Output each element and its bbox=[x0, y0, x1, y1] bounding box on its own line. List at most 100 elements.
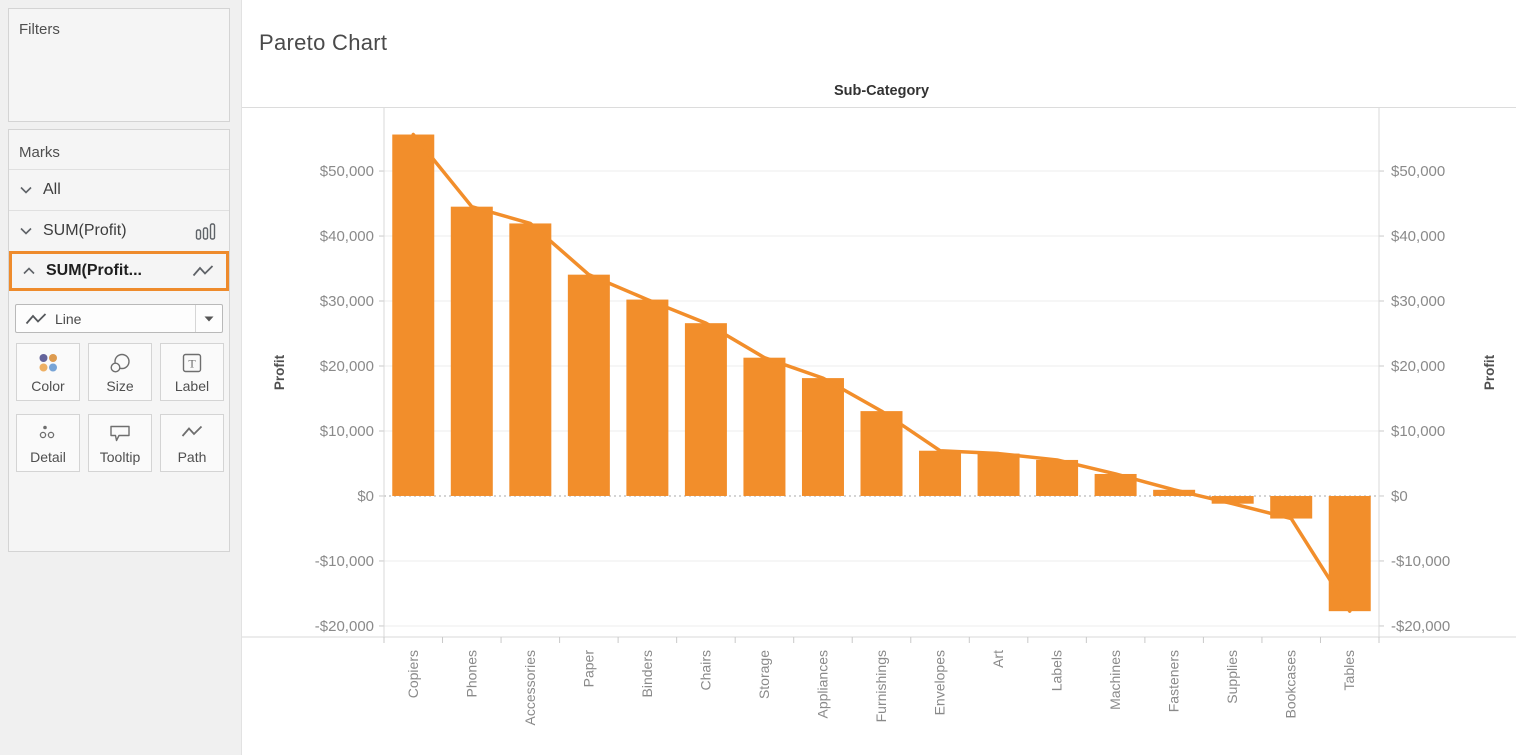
y-tick-label-right: $10,000 bbox=[1391, 423, 1445, 440]
y-tick-label-right: $40,000 bbox=[1391, 228, 1445, 245]
marks-row-sum-profit-bar[interactable]: SUM(Profit) bbox=[9, 211, 229, 251]
bar-copiers[interactable] bbox=[392, 134, 435, 496]
bar-envelopes[interactable] bbox=[919, 450, 962, 496]
x-category-label[interactable]: Supplies bbox=[1224, 650, 1240, 704]
x-category-label[interactable]: Art bbox=[990, 650, 1006, 668]
bar-accessories[interactable] bbox=[509, 223, 552, 496]
divider bbox=[195, 305, 196, 332]
x-category-label[interactable]: Copiers bbox=[405, 650, 421, 698]
profit-line[interactable] bbox=[411, 132, 1352, 613]
marks-row-all[interactable]: All bbox=[9, 170, 229, 210]
dropdown-caret-icon bbox=[196, 316, 222, 322]
svg-text:T: T bbox=[188, 357, 196, 371]
text-label-icon: T bbox=[182, 353, 202, 373]
divider bbox=[242, 107, 1516, 108]
marks-card: Marks All SUM(Profit) SUM(Profit... bbox=[8, 129, 230, 552]
marks-row-label: SUM(Profit) bbox=[43, 222, 127, 239]
pareto-plot: $50,000 $50,000 $40,000 $40,000 $30,000 $30,0… bbox=[242, 108, 1516, 725]
button-label: Path bbox=[177, 449, 207, 465]
line-marks-icon bbox=[25, 312, 47, 324]
y-tick-label-right: -$20,000 bbox=[1391, 618, 1450, 635]
bar-bookcases[interactable] bbox=[1270, 495, 1313, 519]
x-category-label[interactable]: Labels bbox=[1049, 650, 1065, 691]
divider bbox=[9, 210, 229, 211]
x-category-label[interactable]: Appliances bbox=[814, 650, 830, 719]
x-category-label[interactable]: Chairs bbox=[697, 650, 713, 690]
bar-furnishings[interactable] bbox=[860, 411, 903, 496]
button-label: Size bbox=[106, 378, 134, 394]
x-category-label[interactable]: Furnishings bbox=[873, 650, 889, 722]
filters-title: Filters bbox=[19, 21, 60, 38]
y-tick-label-left: $50,000 bbox=[320, 163, 374, 180]
bar-chairs[interactable] bbox=[684, 323, 727, 496]
y-tick-label-right: $0 bbox=[1391, 488, 1408, 505]
x-category-label[interactable]: Fasteners bbox=[1166, 650, 1182, 712]
path-line-icon bbox=[181, 425, 203, 437]
x-category-label[interactable]: Storage bbox=[756, 650, 772, 699]
chevron-down-icon bbox=[20, 227, 32, 235]
bar-art[interactable] bbox=[977, 453, 1020, 496]
y-tick-label-left: $10,000 bbox=[320, 423, 374, 440]
y-tick-label-right: -$10,000 bbox=[1391, 553, 1450, 570]
size-circles-icon bbox=[110, 353, 130, 373]
y-tick-label-right: $20,000 bbox=[1391, 358, 1445, 375]
color-button[interactable]: Color bbox=[16, 343, 80, 401]
bar-appliances[interactable] bbox=[801, 378, 844, 496]
y-tick-label-right: $30,000 bbox=[1391, 293, 1445, 310]
y-axis-title-left: Profit bbox=[272, 354, 287, 390]
button-label: Detail bbox=[30, 449, 66, 465]
bar-labels[interactable] bbox=[1036, 459, 1079, 496]
y-tick-label-left: $30,000 bbox=[320, 293, 374, 310]
mark-type-dropdown[interactable]: Line bbox=[15, 304, 223, 333]
chart-area: Pareto Chart Sub-Category $50,000 $50,000… bbox=[241, 0, 1516, 755]
bar-paper[interactable] bbox=[567, 274, 610, 496]
bar-storage[interactable] bbox=[743, 357, 786, 496]
filters-shelf[interactable]: Filters bbox=[8, 8, 230, 122]
y-tick-label-left: $40,000 bbox=[320, 228, 374, 245]
bar-supplies[interactable] bbox=[1211, 495, 1254, 504]
button-label: Tooltip bbox=[99, 449, 141, 465]
marks-row-label: SUM(Profit... bbox=[46, 262, 142, 279]
x-category-label[interactable]: Accessories bbox=[522, 650, 538, 725]
chevron-down-icon bbox=[20, 186, 32, 194]
marks-row-label: All bbox=[43, 181, 61, 198]
bar-binders[interactable] bbox=[626, 299, 669, 496]
path-button[interactable]: Path bbox=[160, 414, 224, 472]
y-axis-title-right: Profit bbox=[1482, 354, 1497, 390]
y-tick-label-left: $0 bbox=[357, 488, 374, 505]
x-category-label[interactable]: Binders bbox=[639, 650, 655, 697]
y-tick-label-right: $50,000 bbox=[1391, 163, 1445, 180]
bar-marks-icon bbox=[195, 222, 216, 240]
size-button[interactable]: Size bbox=[88, 343, 152, 401]
button-label: Color bbox=[31, 378, 65, 394]
detail-dots-icon bbox=[39, 425, 55, 439]
label-button[interactable]: T Label bbox=[160, 343, 224, 401]
bar-tables[interactable] bbox=[1328, 495, 1371, 612]
y-tick-label-left: -$20,000 bbox=[315, 618, 374, 635]
x-category-label[interactable]: Phones bbox=[463, 650, 479, 697]
divider bbox=[9, 169, 229, 170]
bar-phones[interactable] bbox=[450, 206, 493, 496]
column-header[interactable]: Sub-Category bbox=[833, 83, 930, 99]
marks-title: Marks bbox=[19, 144, 60, 161]
tooltip-bubble-icon bbox=[110, 425, 130, 442]
tooltip-button[interactable]: Tooltip bbox=[88, 414, 152, 472]
marks-row-sum-profit-line[interactable]: SUM(Profit... bbox=[9, 251, 229, 291]
x-category-label[interactable]: Machines bbox=[1107, 650, 1123, 710]
detail-button[interactable]: Detail bbox=[16, 414, 80, 472]
bar-fasteners[interactable] bbox=[1153, 489, 1196, 496]
y-tick-label-left: -$10,000 bbox=[315, 553, 374, 570]
x-category-label[interactable]: Envelopes bbox=[932, 650, 948, 715]
color-dots-icon bbox=[39, 354, 57, 372]
chevron-up-icon bbox=[23, 267, 35, 275]
bar-machines[interactable] bbox=[1094, 473, 1137, 496]
y-tick-label-left: $20,000 bbox=[320, 358, 374, 375]
line-marks-icon bbox=[192, 265, 214, 277]
x-category-label[interactable]: Paper bbox=[580, 650, 596, 688]
button-label: Label bbox=[174, 378, 210, 394]
x-category-label[interactable]: Bookcases bbox=[1283, 650, 1299, 718]
sidebar: Filters Marks All SUM(Profit) SUM(Profit… bbox=[0, 0, 241, 755]
mark-type-value: Line bbox=[55, 310, 82, 327]
x-category-label[interactable]: Tables bbox=[1341, 650, 1357, 690]
sheet-title: Pareto Chart bbox=[259, 30, 388, 55]
